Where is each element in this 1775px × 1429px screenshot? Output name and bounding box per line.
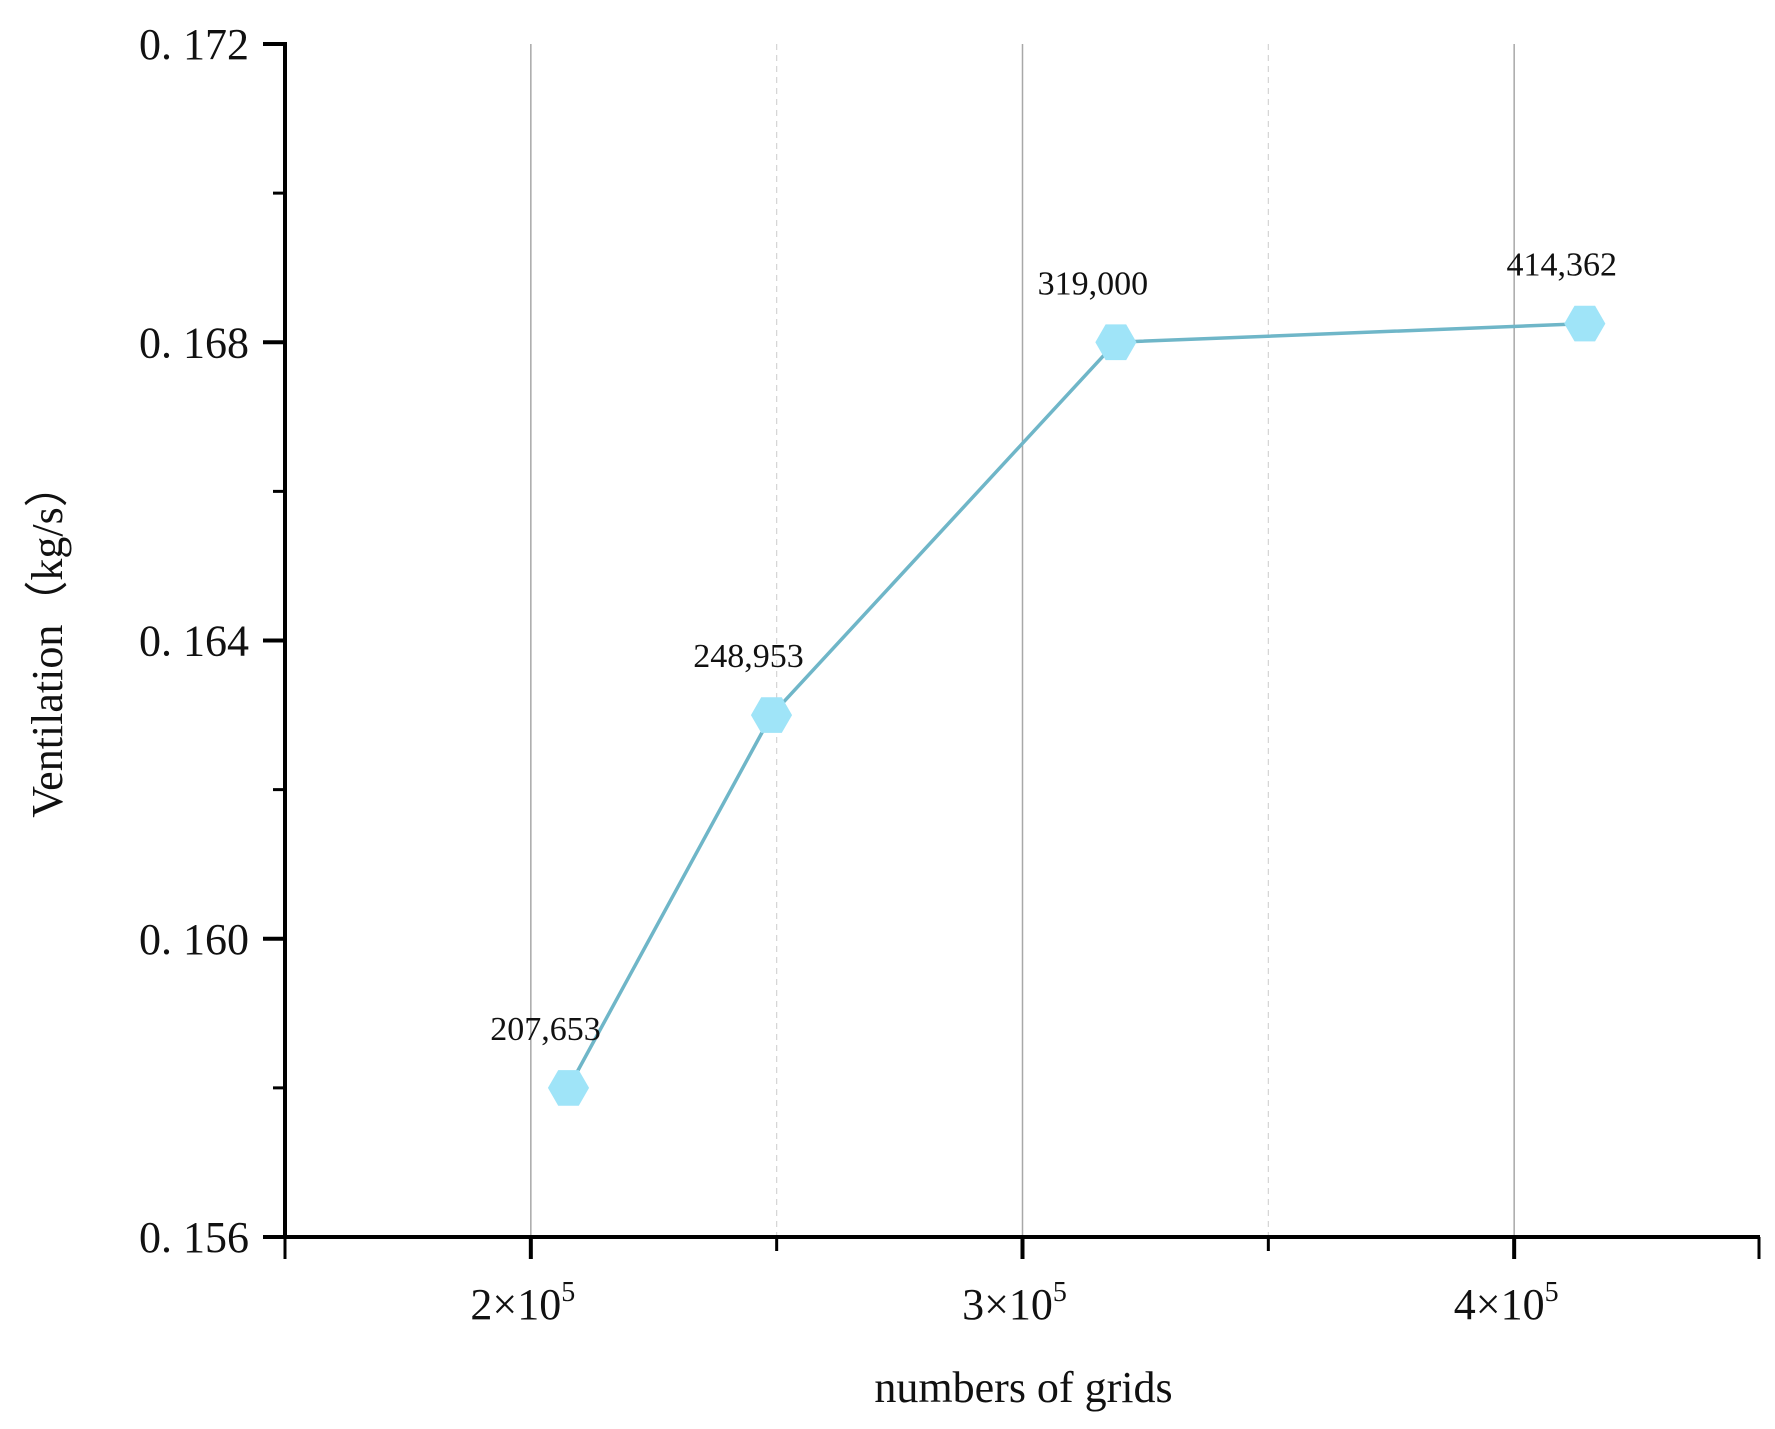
data-labels: 207,653 248,953 319,000 414,362 xyxy=(490,247,1617,1048)
x-axis-title: numbers of grids xyxy=(874,1363,1172,1412)
y-axis-title: Ventilation（kg/s） xyxy=(23,463,72,817)
x-tick-exponent: 5 xyxy=(1053,1277,1067,1308)
axes xyxy=(283,42,1760,1239)
data-point-label: 414,362 xyxy=(1507,247,1618,284)
x-tick-label: 4×105 xyxy=(1454,1277,1559,1329)
x-tick-label: 2×105 xyxy=(470,1277,575,1329)
data-point-label: 207,653 xyxy=(490,1011,601,1048)
y-tick-label: 0. 172 xyxy=(139,20,249,69)
data-point-marker xyxy=(547,1070,590,1106)
x-tick-exponent: 5 xyxy=(561,1277,575,1308)
y-tick-label: 0. 156 xyxy=(139,1213,249,1262)
x-tick-label: 3×105 xyxy=(962,1277,1067,1329)
series-line xyxy=(566,321,1585,1089)
y-tick-label: 0. 164 xyxy=(139,617,249,666)
tick-labels: 0. 156 0. 160 0. 164 0. 168 0. 172 2×105 3×105… xyxy=(139,20,1559,1329)
y-tick-label: 0. 160 xyxy=(139,915,249,964)
y-tick-label: 0. 168 xyxy=(139,318,249,367)
data-point-label: 319,000 xyxy=(1038,265,1149,302)
data-point-marker xyxy=(1095,324,1137,361)
grid-lines xyxy=(530,44,1515,1237)
data-point-marker xyxy=(1564,305,1606,342)
tick-marks xyxy=(263,42,1761,1259)
x-tick-exponent: 5 xyxy=(1545,1277,1559,1308)
data-series xyxy=(547,305,1606,1106)
data-point-marker xyxy=(750,697,793,733)
data-point-label: 248,953 xyxy=(693,638,804,675)
